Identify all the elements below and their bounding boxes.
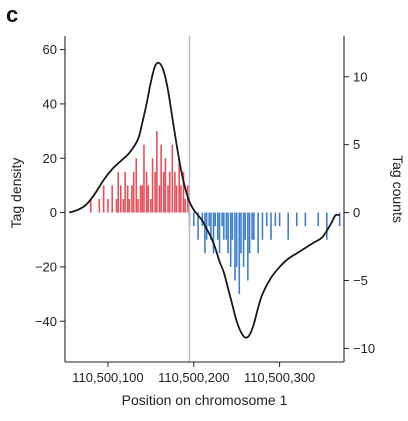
positive-tag-bar [89, 199, 92, 213]
negative-tag-bar [234, 212, 236, 281]
negative-tag-bar [251, 212, 253, 240]
positive-tag-bar [135, 158, 138, 213]
plot-area: −40 −20 0 20 40 60 −10 −5 0 5 10 110,500,100 110,500… [35, 36, 375, 385]
positive-tag-bar [184, 199, 186, 213]
positive-tag-bar [124, 171, 126, 213]
negative-tag-bar [274, 212, 277, 227]
x-tick-label: 110,500,300 [244, 370, 315, 385]
positive-tag-bar [122, 199, 125, 213]
negative-tag-bar [214, 212, 217, 227]
y-right-tick-label: 0 [353, 205, 360, 220]
x-tick-label: 110,500,100 [72, 370, 143, 385]
negative-tag-bar [223, 212, 225, 240]
tag-density-curve [69, 61, 340, 339]
positive-tag-bar [158, 185, 161, 213]
positive-tag-bar [132, 171, 135, 213]
negative-tag-bar [225, 212, 228, 240]
positive-tag-bar [156, 131, 158, 213]
positive-tag-bar [162, 171, 165, 213]
y-axis-right-title: Tag counts [390, 155, 406, 223]
negative-tag-bar [247, 212, 249, 281]
negative-tag-bar [253, 212, 255, 240]
negative-tag-bar [227, 212, 229, 254]
y-right-tick-label: 5 [353, 137, 360, 152]
negative-tag-bar [338, 212, 341, 227]
negative-tag-bar [261, 212, 264, 240]
y-right-tick-label: −5 [353, 273, 368, 288]
negative-tag-bar [210, 212, 212, 240]
positive-tag-bar [147, 185, 150, 213]
positive-tag-bar [126, 185, 129, 213]
negative-tag-bar [212, 212, 215, 254]
negative-tag-bar [240, 212, 242, 254]
positive-tag-bar [128, 199, 131, 213]
y-left-tick-label: −40 [35, 314, 57, 329]
positive-tag-bar [141, 185, 144, 213]
y-left-tick-label: 20 [43, 151, 57, 166]
negative-tag-bar [242, 212, 245, 267]
negative-tag-bar [317, 212, 320, 227]
y-left-tick-label: −20 [35, 259, 57, 274]
negative-tag-bar [304, 212, 307, 227]
negative-tag-bar [231, 212, 234, 240]
negative-tag-bar [235, 212, 238, 267]
negative-tag-bar [257, 212, 259, 254]
positive-tag-bar [143, 144, 145, 213]
positive-tag-bar [167, 185, 169, 213]
y-right-tick-label: 10 [353, 69, 367, 84]
negative-tag-bar [229, 212, 232, 267]
y-left-tick-label: 0 [50, 205, 57, 220]
x-tick-label: 110,500,200 [158, 370, 229, 385]
y-left-tick-label: 40 [43, 96, 57, 111]
positive-tag-bar [102, 185, 105, 213]
negative-tag-bar [295, 212, 298, 227]
positive-tag-bar [120, 185, 122, 213]
positive-tag-bar [182, 171, 185, 213]
positive-tag-bar [160, 144, 162, 213]
positive-tag-bar [168, 171, 171, 213]
positive-tag-bar [154, 171, 156, 213]
positive-tag-bar [175, 185, 178, 213]
negative-tag-bar [270, 212, 272, 240]
negative-tag-bar [217, 212, 219, 240]
negative-tag-bar [192, 212, 195, 227]
positive-tag-bar [178, 158, 180, 213]
positive-tag-bar [164, 158, 167, 213]
negative-tag-bar [238, 212, 241, 295]
negative-tag-bar [204, 212, 206, 254]
negative-tag-bar [265, 212, 268, 227]
positive-tag-bar [171, 144, 174, 213]
positive-tag-bar [131, 185, 133, 213]
positive-tag-bar [151, 158, 154, 213]
positive-tag-bar [180, 185, 182, 213]
positive-tag-bar [115, 199, 118, 213]
negative-tag-bar [221, 212, 223, 227]
y-right-tick-label: −10 [353, 341, 375, 356]
x-axis-title: Position on chromosome 1 [122, 392, 288, 408]
positive-tag-bar [117, 171, 120, 213]
negative-tag-bar [205, 212, 208, 240]
positive-tag-bar [145, 171, 148, 213]
negative-tag-bar [248, 212, 251, 254]
y-axis-left-title: Tag density [8, 158, 24, 229]
negative-tag-bar [278, 212, 281, 227]
positive-tag-bar [107, 199, 109, 213]
positive-tag-bar [98, 199, 101, 213]
negative-tag-bar [244, 212, 247, 240]
negative-tag-bar [197, 212, 199, 240]
panel-label: c [6, 2, 18, 27]
negative-tag-bar [218, 212, 221, 254]
negative-tag-bar [287, 212, 289, 240]
positive-tag-bar [137, 199, 139, 213]
negative-tag-bar [208, 212, 211, 227]
y-left-tick-label: 60 [43, 42, 57, 57]
positive-tag-bar [111, 185, 114, 213]
negative-tag-bar [326, 212, 328, 240]
positive-tag-bar [150, 199, 152, 213]
positive-tag-bar [174, 171, 176, 213]
positive-tag-bar [139, 185, 142, 213]
